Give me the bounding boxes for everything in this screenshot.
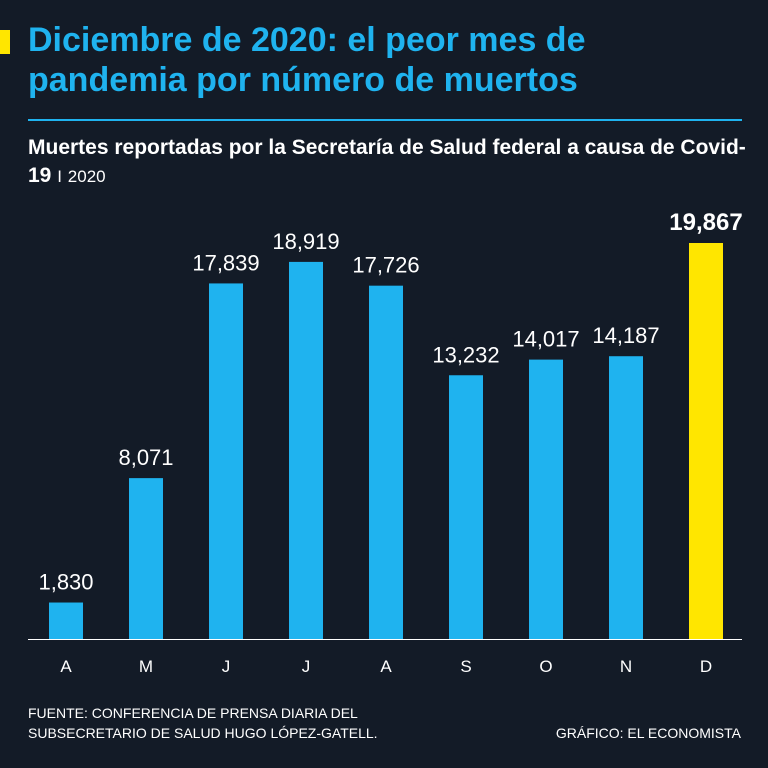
source-line-1: FUENTE: CONFERENCIA DE PRENSA DIARIA DEL: [28, 705, 358, 721]
subtitle-text: Muertes reportadas por la Secretaría de …: [28, 136, 746, 187]
x-tick-label-5: A: [380, 657, 392, 676]
data-label-4: 18,919: [272, 229, 339, 254]
bar-1: [49, 602, 83, 639]
x-tick-label-9: D: [700, 657, 712, 676]
data-label-8: 14,187: [592, 323, 659, 348]
accent-marker: [0, 30, 10, 54]
data-label-2: 8,071: [118, 445, 173, 470]
data-label-9: 19,867: [669, 209, 742, 236]
chart-subtitle: Muertes reportadas por la Secretaría de …: [28, 134, 748, 191]
bar-3: [209, 283, 243, 639]
bar-7: [529, 359, 563, 639]
bar-9: [689, 243, 723, 639]
data-label-6: 13,232: [432, 342, 499, 367]
x-tick-label-6: S: [460, 657, 471, 676]
x-tick-label-3: J: [222, 657, 231, 676]
data-label-1: 1,830: [38, 570, 93, 595]
headline: Diciembre de 2020: el peor mes de pandem…: [28, 21, 586, 99]
x-tick-label-1: A: [60, 657, 72, 676]
bar-8: [609, 356, 643, 639]
graphic-credit: GRÁFICO: EL ECONOMISTA: [555, 725, 741, 741]
subtitle-separator: I: [57, 167, 62, 186]
bar-5: [369, 285, 403, 639]
source-line-2: SUBSECRETARIO DE SALUD HUGO LÓPEZ-GATELL…: [28, 725, 378, 741]
data-label-3: 17,839: [192, 250, 259, 275]
data-label-5: 17,726: [352, 253, 419, 278]
bar-6: [449, 375, 483, 639]
x-tick-label-2: M: [139, 657, 153, 676]
bar-4: [289, 261, 323, 639]
x-tick-label-8: N: [620, 657, 632, 676]
subtitle-year: 2020: [67, 167, 106, 186]
source-note: FUENTE: CONFERENCIA DE PRENSA DIARIA DEL…: [28, 703, 488, 743]
title-divider: [28, 119, 742, 121]
x-tick-label-4: J: [302, 657, 311, 676]
data-label-7: 14,017: [512, 327, 579, 352]
bar-2: [129, 478, 163, 639]
x-tick-label-7: O: [539, 657, 552, 676]
